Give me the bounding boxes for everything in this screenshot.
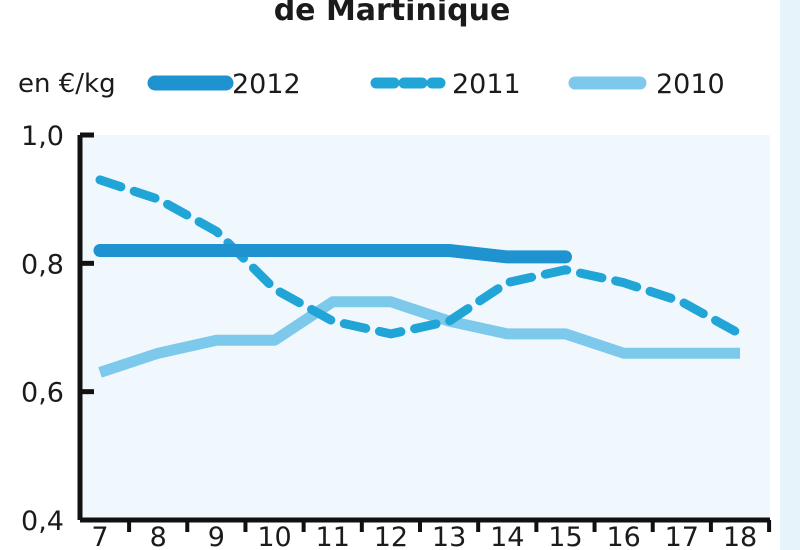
y-tick-label: 0,4 — [21, 506, 64, 537]
x-tick-label: 8 — [150, 522, 167, 550]
x-tick-label: 12 — [374, 522, 408, 550]
right-edge-strip — [780, 0, 800, 550]
axes: 0,4 0,6 0,8 1,0 7 8 9 10 11 12 13 14 15 16 17 18 — [21, 121, 772, 550]
x-tick-label: 10 — [257, 522, 291, 550]
x-tick-label: 11 — [316, 522, 350, 550]
x-tick-label: 7 — [91, 522, 108, 550]
x-tick-label: 13 — [432, 522, 466, 550]
series-line-2012 — [93, 244, 572, 264]
y-tick-label: 0,8 — [21, 249, 64, 280]
unit-label: en €/kg — [18, 69, 116, 99]
legend-label-2011: 2011 — [452, 69, 521, 100]
x-tick-label: 16 — [606, 522, 640, 550]
chart-title: de Martinique — [274, 0, 511, 28]
series-line-2011 — [95, 175, 745, 339]
series-layer — [93, 175, 745, 378]
y-tick-label: 1,0 — [21, 121, 64, 152]
legend-label-2012: 2012 — [232, 69, 301, 100]
x-tick-label: 18 — [723, 522, 757, 550]
y-tick-label: 0,6 — [21, 378, 64, 409]
x-tick-label: 17 — [665, 522, 699, 550]
legend: 2012 2011 2010 — [147, 69, 725, 100]
x-tick-label: 14 — [490, 522, 524, 550]
series-line-2010 — [98, 296, 740, 378]
x-tick-label: 9 — [208, 522, 225, 550]
legend-label-2010: 2010 — [656, 69, 725, 100]
x-tick-label: 15 — [548, 522, 582, 550]
